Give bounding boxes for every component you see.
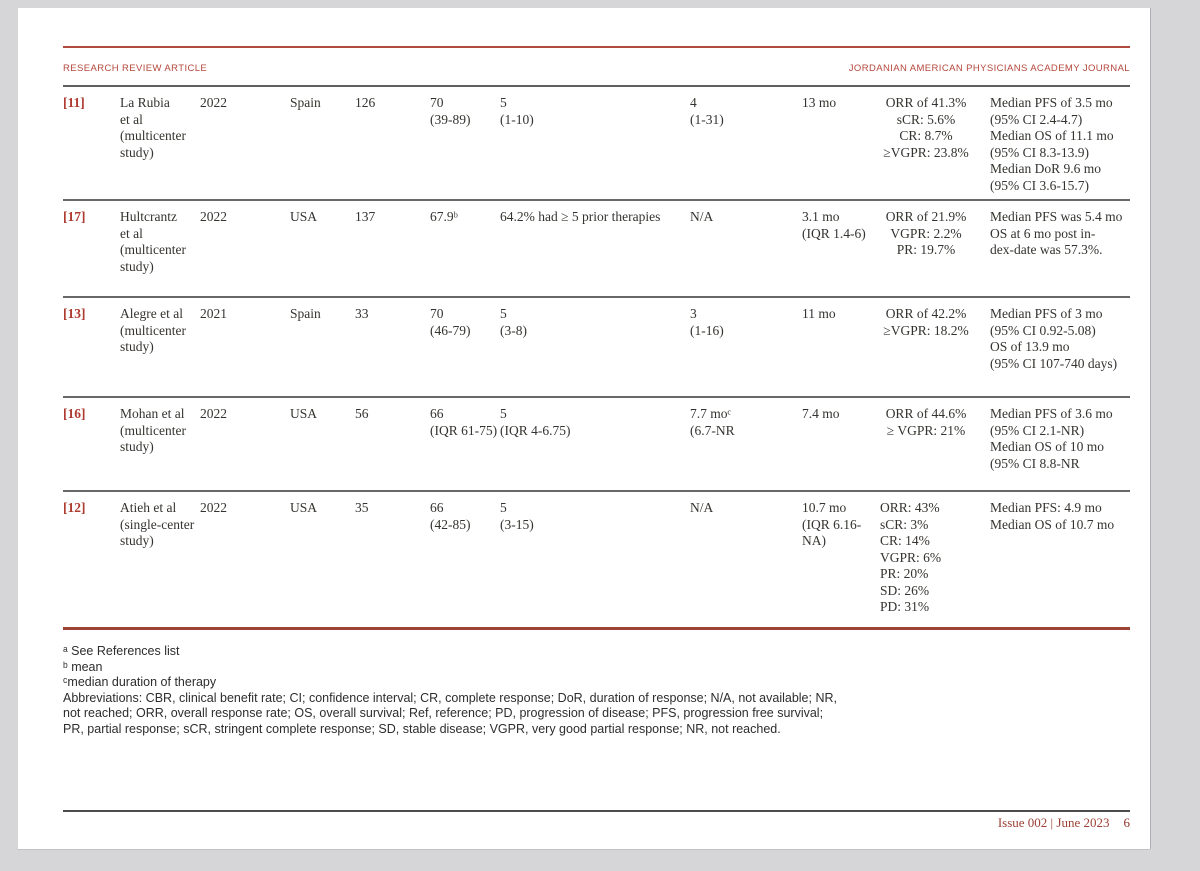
cell-prior-therapies: 5 (IQR 4-6.75): [500, 406, 571, 438]
cell-age: 66 (IQR 61-75): [430, 406, 498, 438]
article-type-label: RESEARCH REVIEW ARTICLE: [63, 63, 208, 74]
cell-author: La Rubia et al (multicenter study): [120, 95, 186, 160]
journal-name-label: JORDANIAN AMERICAN PHYSICIANS ACADEMY JO…: [848, 63, 1130, 74]
cell-col8: 3 (1-16): [690, 306, 724, 338]
table-row: [12] Atieh et al (single-center study) 2022 U…: [63, 490, 1130, 627]
footnote-line: ᵇ mean: [63, 659, 103, 674]
cell-n: 137: [355, 209, 376, 224]
table-row: [11] La Rubia et al (multicenter study) 2022 S…: [63, 87, 1130, 199]
cell-response: ORR of 44.6% ≥ VGPR: 21%: [885, 406, 967, 438]
issue-label: Issue 002 | June 2023: [997, 815, 1110, 830]
cell-col8: N/A: [690, 209, 714, 224]
cell-country: Spain: [290, 306, 321, 321]
table-row: [13] Alegre et al (multicenter study) 2021 Sp…: [63, 296, 1130, 396]
abbreviation-line: Abbreviations: CBR, clinical benefit rat…: [63, 690, 837, 705]
cell-age: 70 (39-89): [430, 95, 471, 127]
cell-outcomes: Median PFS was 5.4 mo OS at 6 mo post in-…: [990, 209, 1123, 257]
cell-n: 33: [355, 306, 369, 321]
cell-ref: [12]: [63, 500, 86, 515]
cell-col8: N/A: [690, 500, 714, 515]
cell-response: ORR of 41.3% sCR: 5.6% CR: 8.7% ≥VGPR: 23.8…: [883, 95, 969, 160]
cell-year: 2022: [200, 95, 227, 110]
page-number: 6: [1123, 815, 1131, 830]
cell-ref: [17]: [63, 209, 86, 224]
cell-outcomes: Median PFS of 3.5 mo (95% CI 2.4-4.7) Medi…: [990, 95, 1114, 193]
cell-outcomes: Median PFS of 3 mo (95% CI 0.92-5.08) OS o…: [990, 306, 1118, 371]
cell-author: Hultcrantz et al (multicenter study): [120, 209, 186, 274]
top-accent-rule: [63, 46, 1130, 48]
footnote-line: ᶜmedian duration of therapy: [63, 675, 217, 689]
cell-year: 2022: [200, 500, 227, 515]
cell-n: 35: [355, 500, 369, 515]
cell-col9: 7.4 mo: [802, 406, 840, 421]
cell-ref: [11]: [63, 95, 85, 110]
cell-response: ORR of 21.9% VGPR: 2.2% PR: 19.7%: [885, 209, 967, 257]
cell-col9: 3.1 mo (IQR 1.4-6): [802, 209, 866, 241]
footnotes-and-abbreviations: ᵃ See References list ᵇ mean ᶜmedian durat…: [63, 644, 1130, 737]
running-header: RESEARCH REVIEW ARTICLE JORDANIAN AMERIC…: [63, 63, 1130, 74]
cell-col8: 4 (1-31): [690, 95, 724, 127]
cell-outcomes: Median PFS of 3.6 mo (95% CI 2.1-NR) Media…: [990, 406, 1113, 471]
cell-age: 70 (46-79): [430, 306, 471, 338]
page-footer: Issue 002 | June 2023 6: [63, 815, 1130, 831]
cell-year: 2022: [200, 209, 227, 224]
cell-author: Mohan et al (multicenter study): [120, 406, 186, 454]
cell-col9: 11 mo: [802, 306, 836, 321]
cell-country: Spain: [290, 95, 321, 110]
cell-author: Atieh et al (single-center study): [120, 500, 195, 548]
cell-age: 67.9ᵇ: [430, 209, 458, 224]
footnote-line: ᵃ See References list: [63, 644, 180, 658]
cell-n: 56: [355, 406, 369, 421]
cell-prior-therapies: 5 (3-15): [500, 500, 534, 532]
cell-n: 126: [355, 95, 376, 110]
cell-country: USA: [290, 406, 318, 421]
cell-year: 2021: [200, 306, 227, 321]
cell-col9: 13 mo: [802, 95, 837, 110]
cell-prior-therapies: 64.2% had ≥ 5 prior therapies: [500, 209, 661, 224]
cell-country: USA: [290, 500, 318, 515]
cell-response: ORR of 42.2% ≥VGPR: 18.2%: [883, 306, 969, 338]
table-row: [17] Hultcrantz et al (multicenter study) 202…: [63, 199, 1130, 296]
journal-page: RESEARCH REVIEW ARTICLE JORDANIAN AMERIC…: [18, 8, 1150, 849]
cell-col9: 10.7 mo (IQR 6.16- NA): [802, 500, 862, 548]
abbreviation-line: not reached; ORR, overall response rate;…: [63, 706, 824, 720]
table-row: [16] Mohan et al (multicenter study) 2022 USA…: [63, 396, 1130, 490]
cell-author: Alegre et al (multicenter study): [120, 306, 186, 354]
cell-age: 66 (42-85): [430, 500, 471, 532]
footer-rule: [63, 810, 1130, 812]
cell-year: 2022: [200, 406, 227, 421]
cell-prior-therapies: 5 (3-8): [500, 306, 527, 338]
cell-outcomes: Median PFS: 4.9 mo Median OS of 10.7 mo: [990, 500, 1115, 532]
cell-col8: 7.7 moᶜ (6.7-NR: [690, 406, 735, 438]
abbreviation-line: PR, partial response; sCR, stringent com…: [63, 721, 781, 736]
cell-ref: [16]: [63, 406, 86, 421]
cell-country: USA: [290, 209, 318, 224]
cell-response: ORR: 43% sCR: 3% CR: 14% VGPR: 6% PR: 20% SD:…: [880, 500, 942, 614]
cell-ref: [13]: [63, 306, 86, 321]
cell-prior-therapies: 5 (1-10): [500, 95, 534, 127]
studies-table: [11] La Rubia et al (multicenter study) 2022 S…: [63, 85, 1130, 630]
